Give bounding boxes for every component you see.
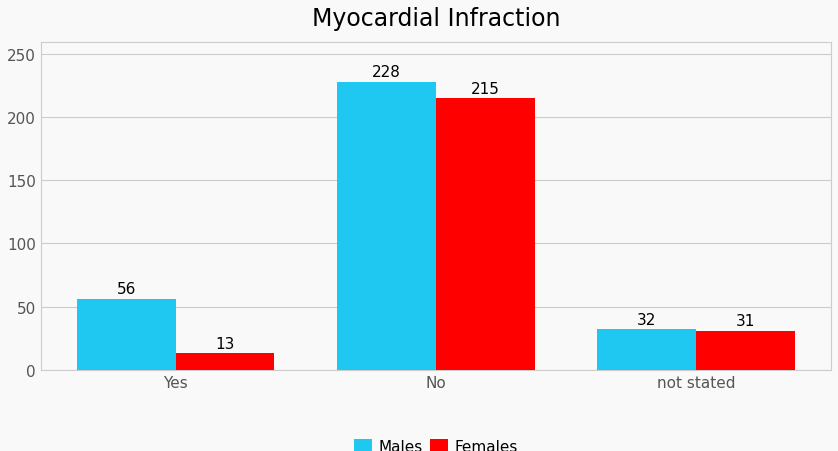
Text: 32: 32	[637, 312, 656, 327]
Text: 13: 13	[215, 336, 235, 351]
Bar	[175, 354, 275, 370]
Text: 56: 56	[116, 282, 136, 297]
Text: 31: 31	[736, 313, 755, 328]
Text: 228: 228	[372, 65, 401, 80]
Title: Myocardial Infraction: Myocardial Infraction	[312, 7, 560, 31]
Bar	[597, 330, 696, 370]
Bar	[696, 331, 795, 370]
Bar	[76, 299, 175, 370]
Legend: Males, Females: Males, Females	[348, 433, 524, 451]
Bar	[337, 83, 436, 370]
Text: 215: 215	[471, 82, 499, 97]
Bar	[436, 99, 535, 370]
